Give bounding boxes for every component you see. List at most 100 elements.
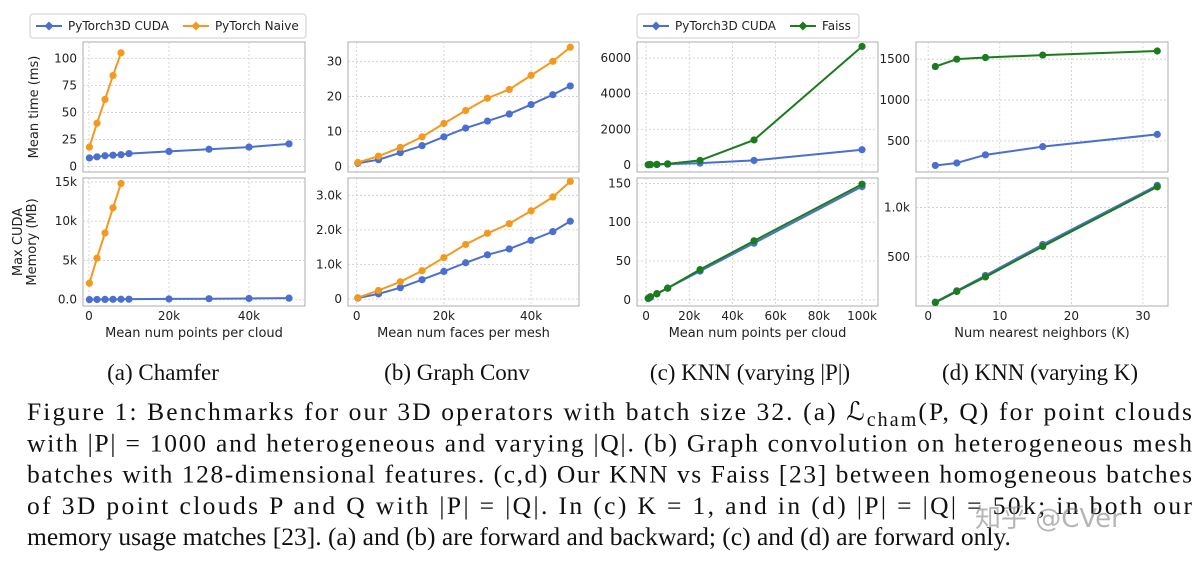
y-tick-label: 3.0k [316,188,342,202]
data-point [374,286,383,295]
data-point [1039,51,1047,59]
plot-area [347,41,580,173]
y-tick-label: 5k [62,253,77,267]
data-point [527,71,535,79]
data-point [1153,183,1161,191]
y-tick-label: 10 [327,125,342,139]
x-tick-label: 40k [721,309,743,323]
subcaption: (b) Graph Conv [384,360,530,385]
data-point [1153,47,1161,55]
legend-label: Faiss [822,19,851,33]
data-point [549,228,557,236]
data-point [462,240,470,249]
caption-text: batches with 128-dimensional features. (… [27,460,1192,489]
caption-text: Figure 1: Benchmarks for our 3D operator… [27,397,865,426]
data-point [101,152,109,160]
data-point [664,284,672,292]
series-line [89,297,290,301]
y-tick-label: 100 [54,51,77,65]
data-point [953,55,961,63]
x-tick-label: 40k [238,309,260,323]
subcaption: (a) Chamfer [107,360,219,385]
data-point [205,145,213,153]
x-tick-label: 20 [1064,309,1079,323]
x-tick-label: 80k [808,309,830,323]
data-point [931,161,939,170]
y-tick-label: 1500 [879,52,910,66]
y-tick-label: 20 [327,89,342,103]
caption-text: of 3D point clouds P and Q with |P| = |Q… [27,491,1192,520]
subcaption: (d) KNN (varying K) [942,360,1138,385]
subcaption: (c) KNN (varying |P|) [650,360,850,385]
data-point [93,254,101,262]
data-point [981,151,990,159]
data-point [109,151,117,159]
y-tick-label: 25 [62,133,77,147]
caption-subscript: cham [867,409,917,431]
data-point [750,156,758,165]
data-point [125,295,133,303]
caption-line: Figure 1: Benchmarks for our 3D operator… [27,397,1192,431]
legend-marker [191,21,201,31]
y-tick-label: 0 [69,160,77,174]
y-tick-label: 10k [55,214,77,228]
data-point [646,293,654,301]
y-axis-label: Max CUDA [11,208,26,276]
caption-line: with |P| = 1000 and heterogeneous and va… [27,428,1192,457]
y-tick-label: 0.0 [58,293,77,307]
y-tick-label: 1.0k [316,257,342,271]
data-point [440,133,448,141]
plot-area [82,177,306,307]
data-point [931,62,939,71]
y-tick-label: 75 [62,78,77,92]
data-point [931,298,939,307]
data-point [527,100,535,109]
y-axis-label: Memory (MB) [25,198,40,285]
data-point [440,253,448,262]
data-point [566,217,574,225]
data-point [505,85,513,94]
data-point [245,143,253,151]
x-tick-label: 100k [847,309,877,323]
data-point [205,295,213,303]
data-point [1153,130,1161,138]
x-tick-label: 20k [433,309,455,323]
data-point [440,119,448,128]
y-tick-label: 500 [887,250,910,264]
data-point [981,53,990,62]
x-axis-label: Mean num points per cloud [669,326,847,341]
watermark: 知乎 @CVer [975,504,1122,534]
y-tick-label: 30 [327,54,342,68]
x-tick-label: 60k [765,309,787,323]
data-point [505,110,513,118]
data-point [858,42,866,51]
data-point [696,265,704,274]
x-tick-label: 0 [924,309,932,323]
data-point [165,147,173,156]
y-tick-label: 1.0k [884,201,910,215]
caption-line: memory usage matches [23]. (a) and (b) a… [27,522,1011,551]
caption-text: memory usage matches [23]. (a) and (b) a… [27,522,1011,551]
data-point [93,119,101,127]
data-point [696,156,704,165]
data-point [109,204,117,212]
plot-area [82,41,306,173]
y-tick-label: 0 [623,293,631,307]
data-point [117,49,125,57]
data-point [953,159,961,167]
data-point [396,149,404,157]
data-point [117,295,125,303]
data-point [418,142,426,150]
data-point [396,143,404,152]
data-point [462,106,470,115]
data-point [750,136,758,144]
data-point [505,245,513,253]
data-point [85,143,93,151]
data-point [527,236,535,244]
series-line [89,142,290,159]
data-point [549,193,557,201]
y-tick-label: 15k [55,175,77,189]
data-point [505,220,513,228]
legend-label: PyTorch3D CUDA [68,19,170,33]
